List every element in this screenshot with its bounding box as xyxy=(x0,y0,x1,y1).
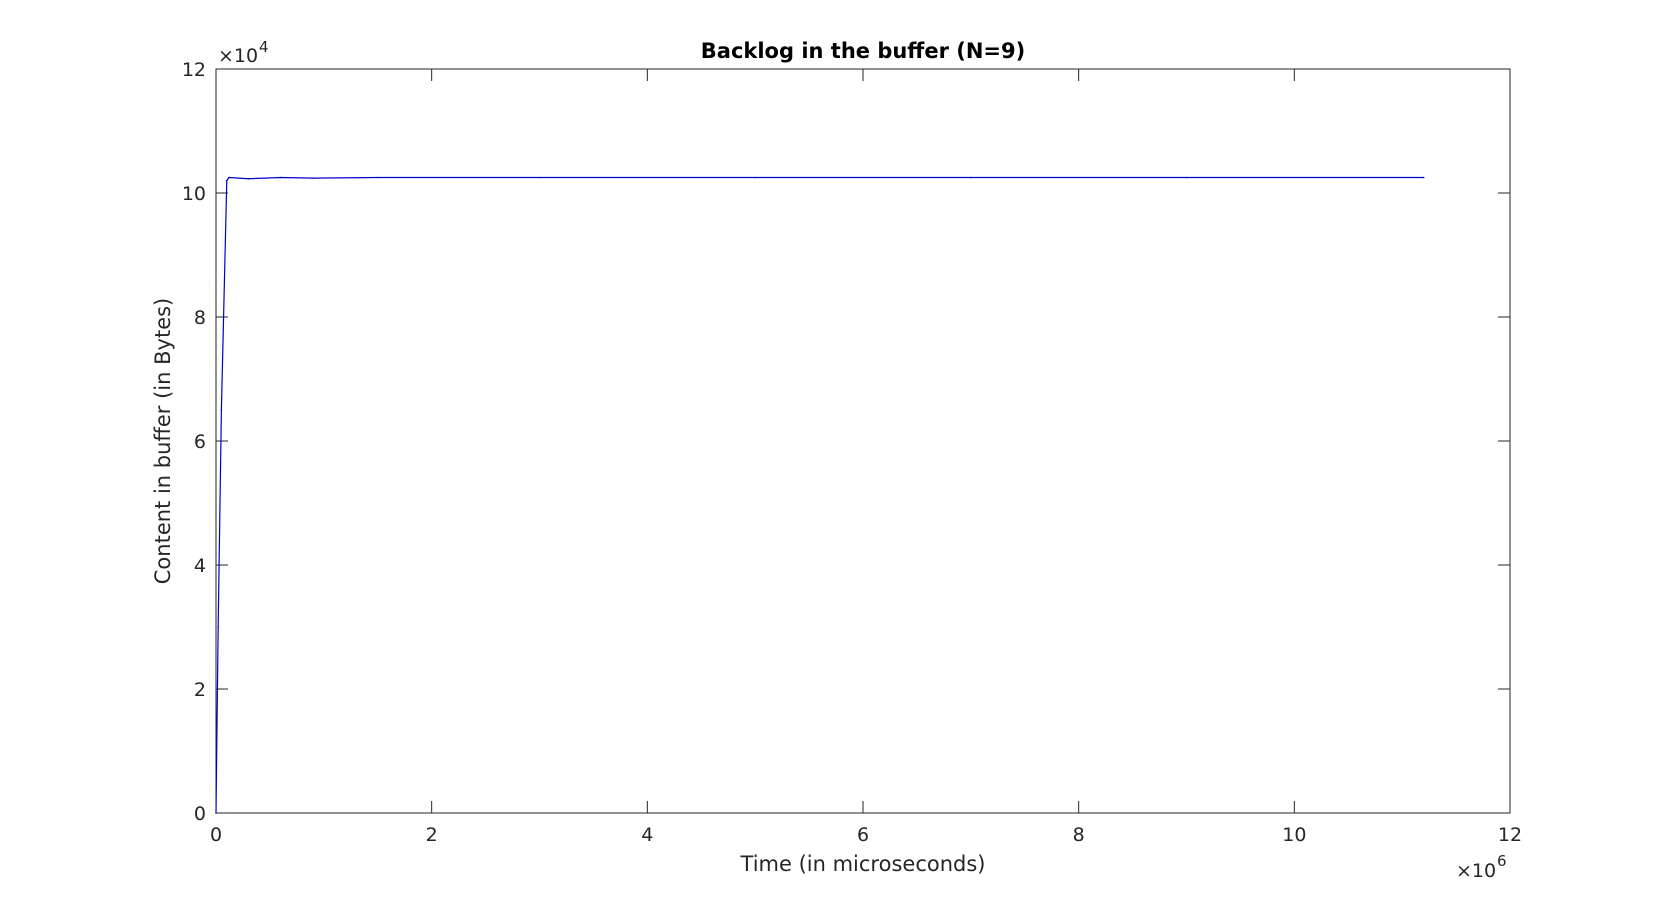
y-tick-label: 0 xyxy=(194,803,206,825)
chart-title: Backlog in the buffer (N=9) xyxy=(701,39,1025,63)
y-axis-label: Content in buffer (in Bytes) xyxy=(151,298,175,584)
x-tick-label: 12 xyxy=(1498,824,1522,846)
x-multiplier-base: ×10 xyxy=(1456,860,1496,882)
x-axis-label: Time (in microseconds) xyxy=(740,852,986,876)
y-axis-multiplier: ×10 4 xyxy=(218,38,269,67)
x-multiplier-exponent: 6 xyxy=(1497,852,1507,870)
data-point xyxy=(217,626,219,628)
data-point xyxy=(538,176,541,179)
data-point xyxy=(247,177,250,180)
data-point xyxy=(754,176,756,179)
x-tick-label: 2 xyxy=(426,824,438,846)
data-point xyxy=(376,176,379,179)
x-tick-label: 6 xyxy=(857,824,869,846)
data-point xyxy=(1422,176,1425,179)
x-tick-label: 8 xyxy=(1073,824,1085,846)
data-point xyxy=(1185,176,1188,179)
data-point xyxy=(970,176,972,179)
y-multiplier-base: ×10 xyxy=(218,45,258,67)
x-axis-multiplier: ×10 6 xyxy=(1456,852,1507,882)
y-tick-label: 4 xyxy=(194,555,206,577)
y-axis: 0 2 4 6 8 10 12 xyxy=(182,59,1510,825)
data-point xyxy=(228,176,230,179)
y-tick-label: 2 xyxy=(194,679,206,701)
series-layer xyxy=(215,176,1425,814)
x-tick-label: 4 xyxy=(641,824,653,846)
y-tick-label: 12 xyxy=(182,59,206,81)
y-tick-label: 6 xyxy=(194,431,206,453)
data-point xyxy=(279,176,282,179)
y-tick-label: 8 xyxy=(194,307,206,329)
x-axis: 0 2 4 6 8 10 12 xyxy=(210,69,1522,846)
data-point xyxy=(225,179,228,182)
plot-area xyxy=(215,68,1511,814)
series-line xyxy=(215,176,1424,814)
x-tick-label: 0 xyxy=(210,824,222,846)
data-point xyxy=(215,812,217,814)
y-multiplier-exponent: 4 xyxy=(259,38,269,56)
data-point xyxy=(312,177,314,179)
y-tick-label: 10 xyxy=(182,183,206,205)
data-point xyxy=(220,409,223,411)
x-tick-label: 10 xyxy=(1282,824,1306,846)
